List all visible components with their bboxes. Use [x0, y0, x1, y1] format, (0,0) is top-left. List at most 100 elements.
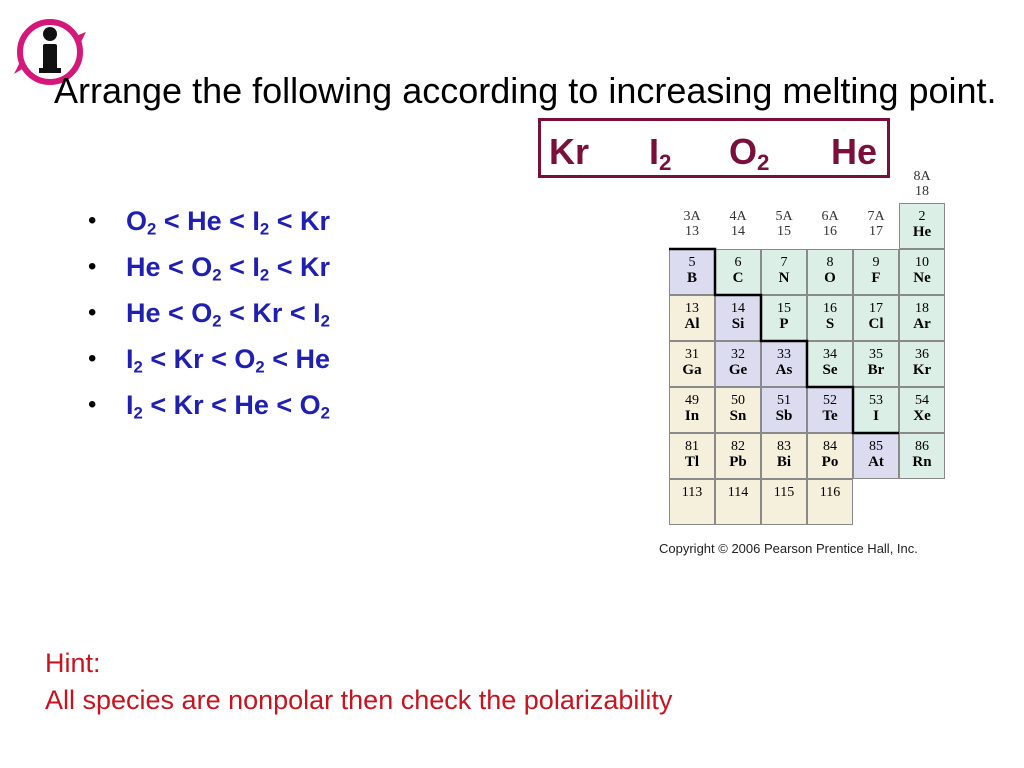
element-cell: 14 Si — [715, 295, 761, 341]
atomic-number: 49 — [685, 393, 699, 408]
option-subscript: 2 — [212, 265, 222, 285]
element-symbol: As — [775, 362, 793, 378]
atomic-number: 81 — [685, 439, 699, 454]
element-cell: 32 Ge — [715, 341, 761, 387]
element-cell: 51 Sb — [761, 387, 807, 433]
hint-label: Hint: — [45, 648, 101, 678]
element-symbol: Bi — [776, 454, 792, 470]
element-symbol: Ar — [913, 316, 931, 332]
option-subscript: 2 — [133, 403, 143, 423]
atomic-number: 5 — [688, 255, 696, 270]
option-subscript: 2 — [259, 219, 270, 239]
atomic-number: 36 — [915, 347, 929, 362]
element-cell: 114 — [715, 479, 761, 525]
element-symbol: B — [686, 270, 697, 286]
group-label: 8A 18 — [899, 169, 945, 199]
option-subscript: 2 — [255, 357, 265, 377]
option-text: < Kr < He < O — [142, 390, 321, 420]
option-subscript: 2 — [259, 265, 270, 285]
atomic-number: 35 — [869, 347, 883, 362]
option-subscript: 2 — [147, 219, 157, 239]
option-text: < Kr — [269, 206, 330, 236]
option-text: < Kr < I — [221, 298, 321, 328]
element-cell: 83 Bi — [761, 433, 807, 479]
group-label-number: 18 — [915, 184, 929, 199]
atomic-number: 51 — [777, 393, 791, 408]
element-symbol: Se — [822, 362, 838, 378]
periodic-table: 3A 13 4A 14 5A 15 6A 16 7A 17 8A 18 2 He 5 B 6 C 7 N 8 O 9 F 10 N… — [669, 165, 969, 525]
option-subscript: 2 — [212, 311, 222, 331]
element-symbol: Te — [822, 408, 838, 424]
group-label-letter: 4A — [729, 209, 747, 224]
atomic-number: 82 — [731, 439, 745, 454]
atomic-number: 50 — [731, 393, 745, 408]
atomic-number: 86 — [915, 439, 929, 454]
atomic-number: 84 — [823, 439, 837, 454]
atomic-number: 7 — [780, 255, 788, 270]
bullet-icon: • — [88, 299, 97, 326]
atomic-number: 114 — [727, 485, 749, 500]
atomic-number: 6 — [734, 255, 742, 270]
atomic-number: 34 — [823, 347, 837, 362]
atomic-number: 85 — [869, 439, 883, 454]
element-cell: 86 Rn — [899, 433, 945, 479]
atomic-number: 83 — [777, 439, 791, 454]
element-symbol: O — [824, 270, 836, 286]
element-cell: 18 Ar — [899, 295, 945, 341]
atomic-number: 31 — [685, 347, 699, 362]
element-symbol: Al — [684, 316, 700, 332]
element-symbol: In — [684, 408, 700, 424]
metalloid-staircase-line — [669, 247, 899, 435]
element-cell: 116 — [807, 479, 853, 525]
answer-option[interactable]: • He < O2 < I2 < Kr — [84, 244, 330, 290]
species-kr: Kr — [549, 131, 590, 172]
group-label-number: 16 — [823, 224, 837, 239]
group-label: 4A 14 — [715, 209, 761, 239]
atomic-number: 52 — [823, 393, 837, 408]
hint-text: All species are nonpolar then check the … — [45, 685, 673, 715]
answer-option[interactable]: • I2 < Kr < O2 < He — [84, 336, 330, 382]
atomic-number: 54 — [915, 393, 929, 408]
atomic-number: 16 — [823, 301, 837, 316]
option-text: O — [126, 206, 148, 236]
atomic-number: 13 — [685, 301, 699, 316]
element-cell: 84 Po — [807, 433, 853, 479]
element-cell: 10 Ne — [899, 249, 945, 295]
species-he: He — [831, 131, 878, 172]
element-cell: 15 P — [761, 295, 807, 341]
atomic-number: 115 — [773, 485, 795, 500]
answer-option[interactable]: • I2 < Kr < He < O2 — [84, 382, 330, 428]
atomic-number: 33 — [777, 347, 791, 362]
answer-option[interactable]: • He < O2 < Kr < I2 — [84, 290, 330, 336]
option-subscript: 2 — [320, 311, 330, 331]
bullet-icon: • — [88, 391, 97, 418]
group-label-number: 15 — [777, 224, 791, 239]
option-subscript: 2 — [133, 357, 143, 377]
copyright-text: Copyright © 2006 Pearson Prentice Hall, … — [659, 541, 918, 556]
group-label-letter: 7A — [867, 209, 885, 224]
option-text: I — [126, 344, 134, 374]
group-label-number: 13 — [685, 224, 699, 239]
element-symbol: Sn — [729, 408, 747, 424]
element-symbol: Br — [867, 362, 885, 378]
answer-option[interactable]: • O2 < He < I2 < Kr — [84, 198, 330, 244]
element-symbol: Cl — [868, 316, 884, 332]
option-text: < Kr — [269, 252, 330, 282]
option-text: I — [126, 390, 134, 420]
element-cell: 54 Xe — [899, 387, 945, 433]
answer-options: • O2 < He < I2 < Kr • He < O2 < I2 < Kr • He … — [84, 198, 330, 428]
atomic-number: 53 — [869, 393, 883, 408]
group-label: 7A 17 — [853, 209, 899, 239]
element-symbol: He — [912, 224, 932, 240]
slide-title: Arrange the following according to incre… — [54, 70, 997, 111]
element-cell: 50 Sn — [715, 387, 761, 433]
option-text: He < O — [126, 252, 213, 282]
group-label-letter: 5A — [775, 209, 793, 224]
atomic-number: 8 — [826, 255, 834, 270]
element-symbol: Si — [731, 316, 745, 332]
element-symbol: F — [871, 270, 881, 286]
